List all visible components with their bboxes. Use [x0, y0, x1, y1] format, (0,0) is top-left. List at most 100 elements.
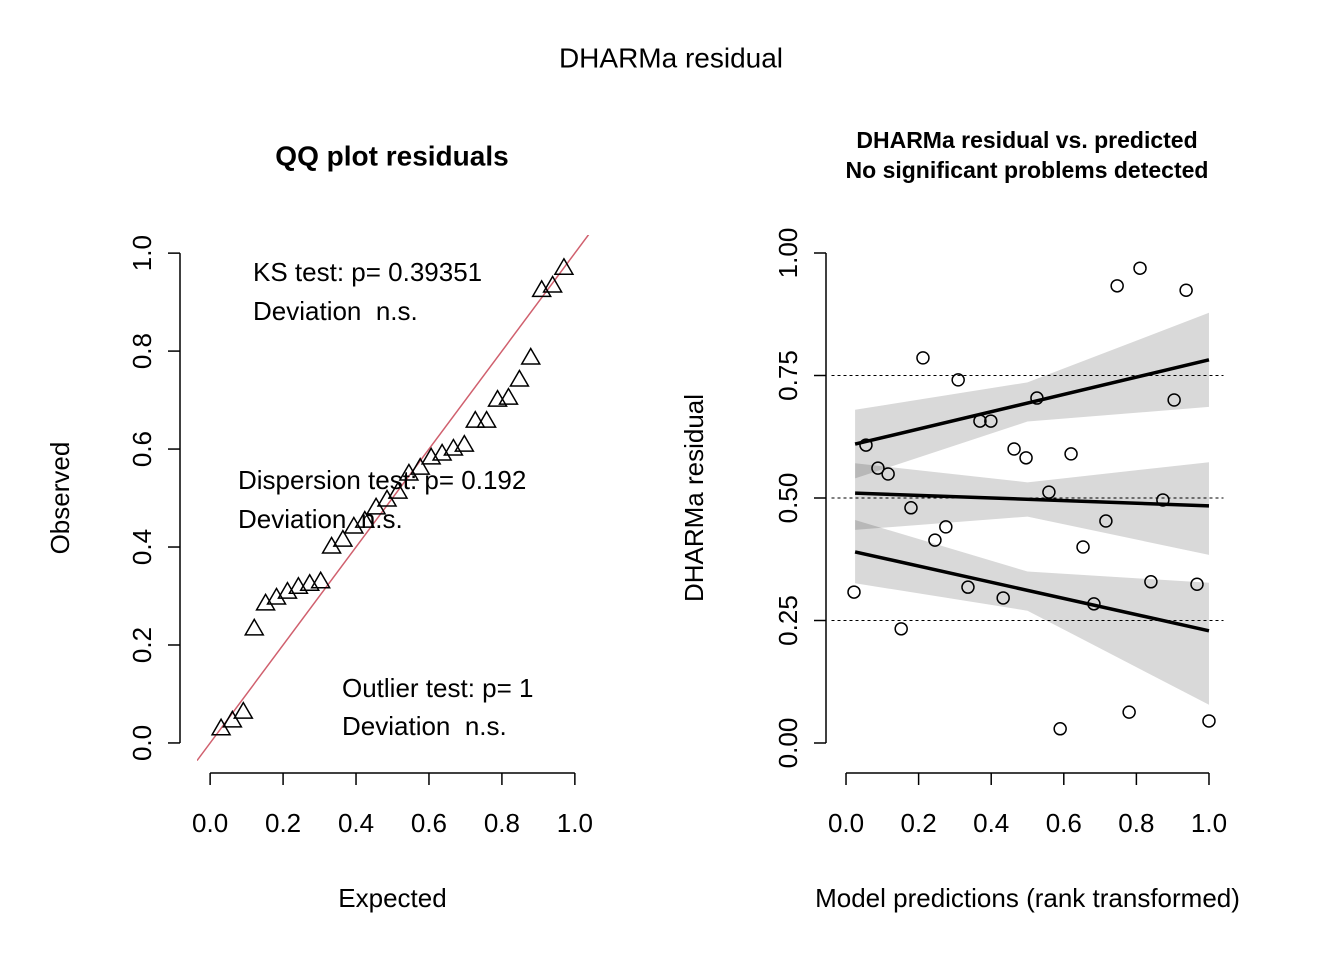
- annotation: Deviation n.s.: [238, 504, 403, 534]
- point: [420, 446, 442, 465]
- x-tick-label: 0.2: [265, 808, 301, 838]
- point: [498, 387, 519, 405]
- x-tick-label: 0.2: [901, 808, 937, 838]
- y-tick-label: 0.25: [773, 595, 803, 646]
- point: [266, 586, 287, 605]
- y-tick-label: 1.0: [127, 235, 157, 271]
- point: [1179, 283, 1193, 297]
- point: [354, 510, 376, 528]
- point: [928, 533, 942, 547]
- confidence-band: [855, 520, 1209, 705]
- annotation: Outlier test: p= 1: [342, 673, 533, 703]
- point: [1156, 493, 1170, 507]
- point: [1144, 575, 1158, 589]
- point: [1064, 447, 1078, 461]
- x-tick-label: 0.6: [411, 808, 447, 838]
- y-tick-label: 0.75: [773, 350, 803, 401]
- point: [951, 373, 965, 387]
- point: [1042, 485, 1056, 499]
- y-axis-label: DHARMa residual: [679, 394, 709, 602]
- point: [904, 501, 918, 515]
- annotation: KS test: p= 0.39351: [253, 257, 482, 287]
- y-tick-label: 0.4: [127, 529, 157, 565]
- x-tick-label: 0.8: [1118, 808, 1154, 838]
- point: [509, 368, 530, 387]
- point: [398, 463, 420, 481]
- point: [973, 414, 987, 428]
- point: [961, 580, 975, 594]
- point: [871, 461, 885, 475]
- point: [542, 274, 563, 293]
- y-tick-label: 0.8: [127, 333, 157, 369]
- point: [996, 591, 1010, 605]
- point: [881, 467, 895, 481]
- point: [1019, 451, 1033, 465]
- y-tick-label: 0.50: [773, 473, 803, 524]
- point: [1076, 540, 1090, 554]
- point: [916, 351, 930, 365]
- y-tick-label: 0.0: [127, 725, 157, 761]
- confidence-band: [855, 462, 1209, 555]
- y-tick-label: 0.2: [127, 627, 157, 663]
- point: [243, 617, 265, 636]
- panel-title: DHARMa residual vs. predicted: [856, 127, 1197, 153]
- point: [222, 709, 243, 728]
- point: [387, 481, 409, 499]
- point: [1202, 714, 1216, 728]
- point: [1190, 577, 1204, 591]
- annotation: Deviation n.s.: [253, 296, 418, 326]
- point: [984, 414, 998, 428]
- point: [255, 592, 276, 611]
- point: [321, 536, 342, 554]
- annotation: Deviation n.s.: [342, 711, 507, 741]
- x-tick-label: 0.4: [973, 808, 1009, 838]
- panel-subtitle: No significant problems detected: [846, 157, 1209, 183]
- reference-line: [197, 235, 590, 762]
- x-tick-label: 0.0: [192, 808, 228, 838]
- point: [1087, 597, 1101, 611]
- point: [1110, 279, 1124, 293]
- y-axis-label: Observed: [45, 442, 75, 555]
- point: [859, 438, 873, 452]
- point: [343, 515, 365, 534]
- panel: DHARMa residual vs. predicted No signific…: [679, 127, 1240, 913]
- point: [233, 701, 254, 719]
- x-axis-label: Model predictions (rank transformed): [815, 883, 1240, 913]
- point: [1030, 391, 1044, 405]
- panel-title: QQ plot residuals: [275, 140, 508, 171]
- quantile-line: [854, 550, 1210, 633]
- point: [939, 520, 953, 534]
- point: [894, 622, 908, 636]
- x-tick-label: 0.6: [1046, 808, 1082, 838]
- point: [1007, 442, 1021, 456]
- point: [454, 434, 475, 452]
- point: [1122, 705, 1136, 719]
- point: [1099, 514, 1113, 528]
- x-tick-label: 0.0: [828, 808, 864, 838]
- point: [409, 457, 431, 475]
- point: [277, 581, 298, 599]
- x-tick-label: 0.4: [338, 808, 374, 838]
- x-tick-label: 1.0: [1191, 808, 1227, 838]
- panel: QQ plot residuals Expected Observed 0.0 0.2 0…: [45, 140, 593, 912]
- quantile-line: [855, 491, 1210, 508]
- point: [310, 570, 331, 589]
- point: [464, 410, 486, 428]
- point: [476, 410, 497, 428]
- point: [332, 529, 354, 547]
- x-tick-label: 1.0: [557, 808, 593, 838]
- point: [1053, 722, 1067, 736]
- figure-title: DHARMa residual: [559, 42, 783, 73]
- point: [553, 257, 575, 276]
- y-tick-label: 0.6: [127, 431, 157, 467]
- point: [1167, 393, 1181, 407]
- annotation: Dispersion test: p= 0.192: [238, 465, 526, 495]
- x-axis-label: Expected: [338, 883, 446, 913]
- point: [520, 346, 542, 365]
- y-tick-label: 1.00: [773, 228, 803, 279]
- y-tick-label: 0.00: [773, 718, 803, 769]
- point: [1133, 261, 1147, 275]
- x-tick-label: 0.8: [484, 808, 520, 838]
- point: [847, 585, 861, 599]
